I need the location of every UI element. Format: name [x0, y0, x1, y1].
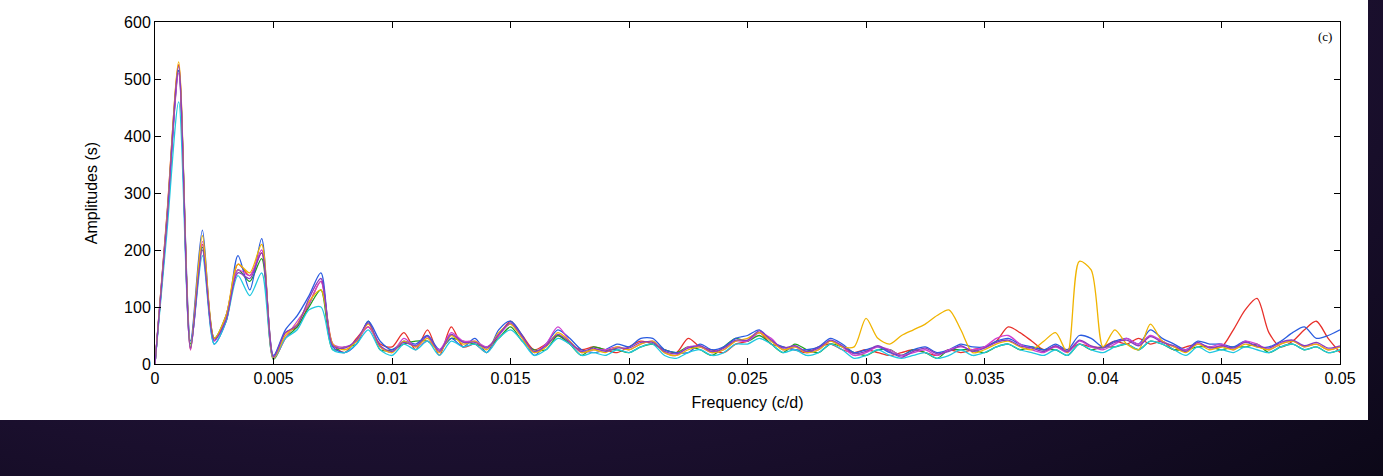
svg-text:0.04: 0.04	[1087, 370, 1118, 387]
svg-text:0: 0	[142, 356, 151, 373]
svg-text:400: 400	[124, 128, 151, 145]
svg-text:0.035: 0.035	[964, 370, 1004, 387]
svg-text:0.03: 0.03	[850, 370, 881, 387]
svg-text:(c): (c)	[1318, 29, 1332, 44]
svg-text:0.025: 0.025	[727, 370, 767, 387]
svg-text:100: 100	[124, 299, 151, 316]
svg-text:500: 500	[124, 71, 151, 88]
svg-text:0: 0	[151, 370, 160, 387]
svg-text:Amplitudes (s): Amplitudes (s)	[83, 142, 100, 244]
svg-text:600: 600	[124, 14, 151, 31]
svg-text:0.015: 0.015	[490, 370, 530, 387]
svg-text:0.005: 0.005	[253, 370, 293, 387]
svg-text:Frequency (c/d): Frequency (c/d)	[691, 394, 803, 411]
svg-text:300: 300	[124, 185, 151, 202]
svg-text:0.05: 0.05	[1324, 370, 1355, 387]
svg-text:200: 200	[124, 242, 151, 259]
svg-text:0.01: 0.01	[376, 370, 407, 387]
svg-text:0.02: 0.02	[613, 370, 644, 387]
svg-text:0.045: 0.045	[1201, 370, 1241, 387]
